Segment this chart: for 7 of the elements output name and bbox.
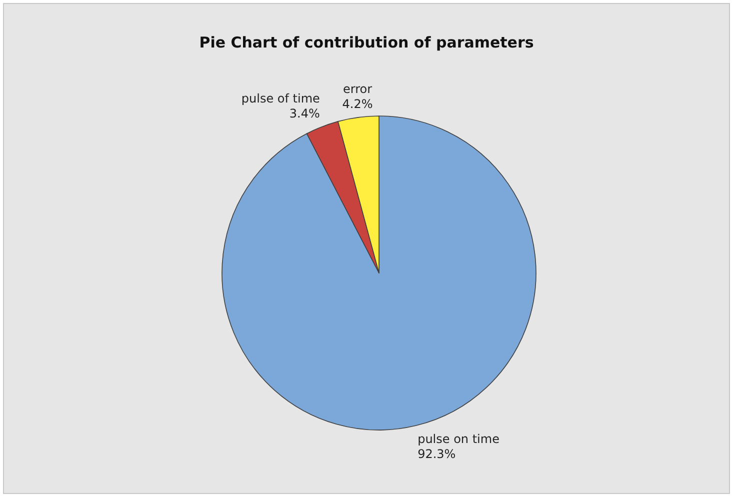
data-label: 92.3%: [418, 446, 456, 461]
data-label: 4.2%: [342, 96, 373, 111]
slice-label: error: [343, 82, 372, 96]
chart-title: Pie Chart of contribution of parameters: [199, 34, 534, 52]
data-label: 3.4%: [289, 106, 320, 121]
slice-label: pulse of time: [241, 92, 320, 106]
slice-label: pulse on time: [418, 432, 500, 446]
